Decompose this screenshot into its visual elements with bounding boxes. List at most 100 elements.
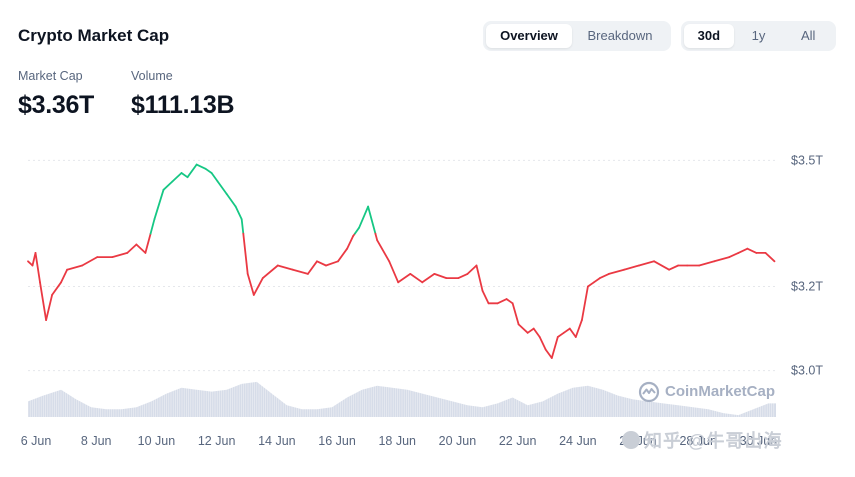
- y-axis-labels: $3.0T $3.2T $3.5T: [791, 153, 823, 377]
- x-tick-label: 10 Jun: [138, 434, 176, 448]
- market-cap-line-segment: [60, 268, 68, 284]
- market-cap-line-segment: [668, 264, 680, 271]
- market-cap-line-segment: [481, 289, 490, 305]
- market-cap-value: $3.36T: [18, 91, 95, 119]
- market-cap-line-segment: [457, 272, 469, 280]
- market-cap-line-segment: [111, 251, 129, 259]
- y-tick-label: $3.0T: [791, 364, 823, 378]
- zhihu-watermark-text: 知乎 @牛哥出海: [644, 431, 783, 451]
- market-cap-line-segment: [325, 260, 339, 267]
- market-cap-line-segment: [608, 268, 625, 275]
- volume-value: $111.13B: [131, 91, 235, 119]
- market-cap-line-segment: [358, 205, 370, 229]
- market-cap-line-segment: [388, 260, 400, 284]
- market-cap-line-segment: [568, 327, 577, 338]
- market-cap-line-segment: [306, 260, 318, 275]
- market-cap-line-segment: [66, 264, 84, 271]
- y-tick-label: $3.2T: [791, 280, 823, 294]
- chart-gridlines: [28, 159, 776, 372]
- market-cap-line-segment: [409, 272, 424, 284]
- market-cap-line-segment: [526, 327, 535, 334]
- y-tick-label: $3.5T: [791, 153, 823, 167]
- market-cap-line-segment: [466, 264, 478, 275]
- market-cap-line-segment: [51, 281, 62, 296]
- market-cap-line-segment: [544, 348, 553, 359]
- x-tick-label: 14 Jun: [258, 434, 296, 448]
- market-cap-line-segment: [574, 319, 583, 338]
- x-tick-label: 20 Jun: [439, 434, 477, 448]
- market-cap-line-segment: [153, 188, 165, 221]
- market-cap-line-segment: [39, 281, 47, 322]
- market-cap-line-segment: [623, 264, 640, 271]
- market-cap-line-segment: [246, 272, 255, 296]
- market-cap-line-segment: [316, 260, 327, 267]
- market-cap-line-segment: [276, 264, 294, 271]
- range-30d[interactable]: 30d: [684, 24, 734, 48]
- market-cap-line-segment: [713, 256, 731, 263]
- zhihu-logo-icon: [622, 431, 640, 449]
- market-cap-line-segment: [171, 172, 183, 183]
- range-all[interactable]: All: [800, 28, 816, 43]
- market-cap-line-segment: [144, 232, 152, 254]
- market-cap-line-segment: [599, 272, 610, 280]
- market-cap-line-segment: [587, 281, 595, 288]
- market-cap-line-segment: [234, 205, 243, 221]
- x-tick-label: 30 Jun: [740, 434, 778, 448]
- market-cap-line-segment: [346, 235, 355, 250]
- market-cap-line-segment: [593, 277, 601, 284]
- tab-overview[interactable]: Overview: [486, 24, 572, 48]
- market-cap-line-segment: [204, 167, 213, 174]
- x-tick-label: 6 Jun: [21, 434, 52, 448]
- market-cap-line-segment: [517, 323, 529, 334]
- market-cap-line-segment: [186, 163, 198, 179]
- market-cap-line-segment: [353, 226, 361, 235]
- market-cap-line-segment: [532, 327, 541, 338]
- market-cap-line-segment: [746, 247, 758, 254]
- market-cap-line-segment: [291, 268, 309, 275]
- market-cap-line-segment: [550, 336, 559, 359]
- market-cap-line-segment: [162, 180, 174, 191]
- market-cap-line-segment: [126, 243, 138, 254]
- market-cap-line-segment: [149, 218, 156, 235]
- x-tick-label: 18 Jun: [378, 434, 416, 448]
- view-toggle: Overview Breakdown: [483, 21, 671, 51]
- market-cap-line-segment: [252, 277, 264, 296]
- market-cap-line-segment: [242, 232, 249, 275]
- market-cap-line-segment: [261, 264, 279, 280]
- market-cap-line-segment: [367, 205, 377, 235]
- x-tick-label: 12 Jun: [198, 434, 236, 448]
- market-cap-line-segment: [433, 272, 448, 280]
- range-toggle: 30d 1y All: [681, 21, 836, 51]
- market-cap-line-segment: [581, 285, 589, 322]
- market-cap-series: [27, 163, 776, 359]
- market-cap-line-segment: [81, 256, 99, 267]
- x-tick-label: 16 Jun: [318, 434, 356, 448]
- market-cap-line-segment: [737, 247, 749, 254]
- volume-bars: [27, 376, 776, 417]
- market-cap-line-segment: [728, 251, 740, 259]
- market-cap-line-segment: [376, 239, 391, 263]
- page-title: Crypto Market Cap: [18, 26, 170, 45]
- market-cap-line-segment: [45, 293, 53, 322]
- market-cap-line-segment: [210, 172, 219, 183]
- market-cap-line-segment: [195, 163, 207, 170]
- x-tick-label: 8 Jun: [81, 434, 112, 448]
- market-cap-line-segment: [337, 247, 349, 263]
- market-cap-line-segment: [562, 327, 571, 334]
- x-axis-labels: 6 Jun 8 Jun 10 Jun 12 Jun 14 Jun 16 Jun 18 Jun…: [21, 434, 778, 448]
- market-cap-line-segment: [397, 272, 412, 284]
- market-cap-line-segment: [496, 298, 508, 305]
- volume-label: Volume: [131, 69, 173, 83]
- market-cap-line-segment: [505, 298, 514, 305]
- market-cap-line-segment: [374, 232, 379, 242]
- market-cap-line-segment: [240, 218, 245, 235]
- market-cap-line-segment: [216, 180, 228, 195]
- x-tick-label: 28 Jun: [679, 434, 717, 448]
- market-cap-line-segment: [180, 172, 189, 179]
- tab-breakdown[interactable]: Breakdown: [587, 28, 653, 43]
- market-cap-line-segment: [135, 243, 147, 254]
- range-1y[interactable]: 1y: [751, 28, 766, 43]
- market-cap-line-segment: [225, 193, 237, 208]
- x-tick-label: 22 Jun: [499, 434, 537, 448]
